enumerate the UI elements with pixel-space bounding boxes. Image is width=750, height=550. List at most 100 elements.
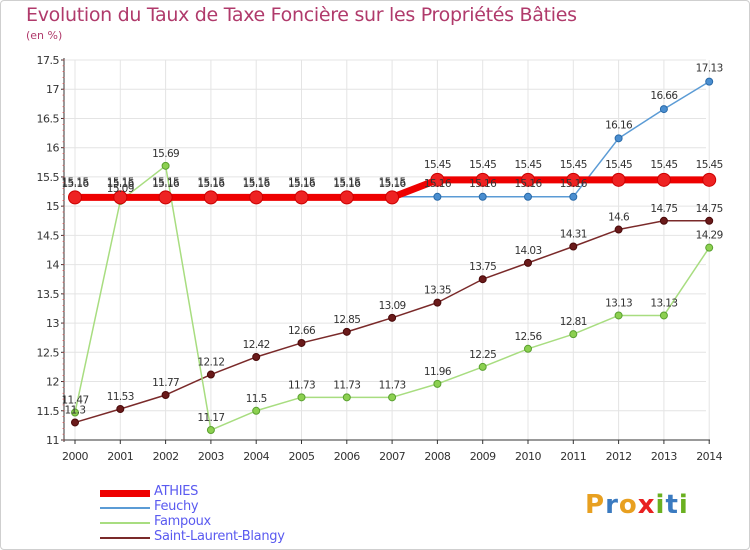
data-label-saint-laurent-blangy: 14.31 (560, 228, 587, 240)
y-tick-label: 16 (46, 142, 59, 155)
x-tick-label: 2008 (424, 450, 450, 463)
data-label-athies: 15.45 (514, 159, 541, 171)
data-label-athies: 15.45 (424, 159, 451, 171)
data-label-fampoux: 14.29 (696, 230, 723, 242)
proxiti-logo: Proxiti (585, 490, 689, 520)
data-label-feuchy: 15.16 (424, 178, 452, 190)
data-label-saint-laurent-blangy: 12.85 (333, 314, 360, 326)
logo-letter: t (665, 490, 679, 520)
y-tick-label: 15 (46, 200, 59, 213)
data-label-fampoux: 11.17 (197, 412, 224, 424)
x-tick-label: 2000 (62, 450, 88, 463)
data-point-fampoux (433, 379, 442, 388)
data-label-feuchy: 15.16 (288, 178, 316, 190)
y-tick-label: 14 (46, 259, 59, 272)
data-point-saint-laurent-blangy (116, 405, 125, 414)
y-tick-label: 17.5 (37, 54, 60, 67)
x-tick-label: 2004 (243, 450, 269, 463)
x-tick-label: 2003 (198, 450, 224, 463)
legend-swatch-fampoux (100, 522, 150, 524)
data-label-fampoux: 11.5 (246, 393, 267, 405)
legend-label-saint-laurent-blangy: Saint-Laurent-Blangy (154, 529, 285, 544)
data-label-feuchy: 15.16 (243, 178, 271, 190)
data-point-saint-laurent-blangy (342, 327, 351, 336)
x-tick-label: 2011 (560, 450, 586, 463)
data-point-fampoux (206, 426, 215, 435)
data-point-feuchy (705, 77, 714, 86)
data-point-fampoux (342, 393, 351, 402)
data-point-saint-laurent-blangy (659, 216, 668, 225)
data-label-saint-laurent-blangy: 14.6 (608, 212, 630, 224)
data-point-feuchy (433, 192, 442, 201)
data-point-saint-laurent-blangy (161, 390, 170, 399)
data-point-fampoux (297, 393, 306, 402)
data-label-athies: 15.15 (333, 176, 360, 188)
data-point-fampoux (614, 311, 623, 320)
data-label-fampoux: 15.09 (107, 183, 134, 195)
y-tick-label: 12 (46, 376, 59, 389)
data-label-athies: 15.45 (469, 159, 496, 171)
logo-letter: o (618, 490, 638, 520)
data-point-athies (475, 172, 490, 187)
data-point-saint-laurent-blangy (614, 225, 623, 234)
data-label-athies: 15.15 (107, 176, 134, 188)
y-tick-label: 17 (46, 83, 59, 96)
data-point-athies (611, 172, 626, 187)
data-point-athies (566, 172, 581, 187)
y-tick-label: 13.5 (37, 288, 60, 301)
x-tick-label: 2012 (606, 450, 632, 463)
data-label-athies: 15.45 (560, 159, 587, 171)
logo-letter: i (678, 490, 689, 520)
data-point-fampoux (659, 311, 668, 320)
unit-label: (en %) (26, 29, 63, 42)
chart-title: Evolution du Taux de Taxe Foncière sur l… (26, 4, 577, 26)
x-tick-label: 2002 (153, 450, 179, 463)
data-label-saint-laurent-blangy: 11.3 (65, 404, 86, 416)
legend-swatch-feuchy (100, 507, 150, 509)
data-label-fampoux: 12.25 (469, 349, 496, 361)
data-label-feuchy: 16.66 (650, 90, 678, 102)
data-point-fampoux (161, 161, 170, 170)
data-label-athies: 15.15 (61, 176, 88, 188)
data-point-feuchy (478, 192, 487, 201)
x-tick-label: 2006 (334, 450, 360, 463)
data-label-athies: 15.45 (696, 159, 723, 171)
data-label-fampoux: 11.96 (424, 366, 452, 378)
data-labels: 15.15 15.15 15.15 15.15 15.15 15.15 15.15 15.15… (61, 63, 723, 424)
data-label-feuchy: 15.16 (560, 178, 588, 190)
y-tick-label: 13 (46, 317, 59, 330)
x-tick-label: 2014 (696, 450, 722, 463)
data-point-saint-laurent-blangy (206, 370, 215, 379)
data-point-feuchy (659, 105, 668, 114)
data-point-athies (430, 172, 445, 187)
data-label-saint-laurent-blangy: 14.03 (514, 245, 541, 257)
data-point-athies (521, 172, 535, 187)
data-point-athies (68, 190, 82, 205)
logo-letter: P (585, 490, 606, 520)
legend-label-feuchy: Feuchy (154, 499, 199, 514)
data-point-athies (339, 190, 354, 205)
data-label-athies: 15.45 (650, 159, 677, 171)
legend-swatch-saint-laurent-blangy (100, 537, 150, 539)
x-tick-label: 2013 (651, 450, 677, 463)
data-point-saint-laurent-blangy (388, 313, 397, 322)
data-label-fampoux: 13.13 (650, 297, 677, 309)
data-label-fampoux: 11.73 (379, 379, 406, 391)
data-label-saint-laurent-blangy: 14.75 (696, 203, 723, 215)
data-label-athies: 15.15 (152, 176, 179, 188)
y-tick-label: 11 (46, 434, 59, 447)
data-point-saint-laurent-blangy (433, 298, 442, 307)
legend-label-athies: ATHIES (154, 484, 199, 499)
data-point-fampoux (569, 330, 578, 339)
data-point-athies (385, 190, 400, 205)
data-label-saint-laurent-blangy: 12.12 (197, 357, 224, 369)
x-tick-label: 2001 (107, 450, 133, 463)
legend-swatch-athies (100, 489, 150, 497)
data-label-feuchy: 15.16 (197, 178, 225, 190)
data-label-saint-laurent-blangy: 12.42 (243, 339, 270, 351)
data-point-fampoux (388, 393, 397, 402)
data-label-feuchy: 15.16 (61, 178, 89, 190)
data-label-fampoux: 15.69 (152, 148, 179, 160)
